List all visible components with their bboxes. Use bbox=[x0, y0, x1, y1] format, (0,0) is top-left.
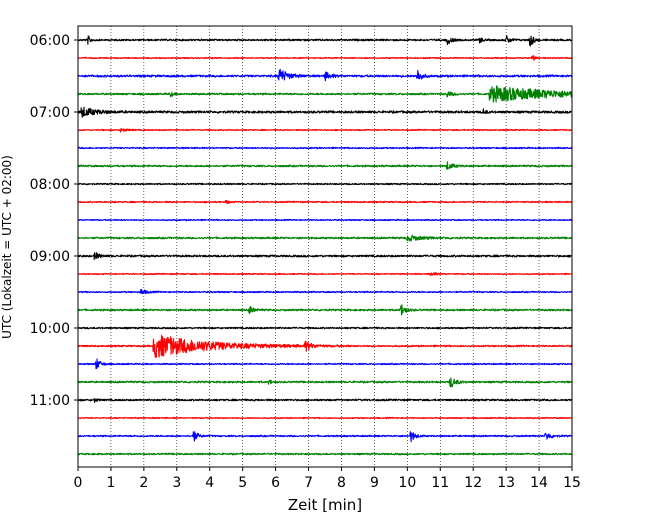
x-tick-label: 13 bbox=[497, 475, 515, 491]
x-tick-label: 7 bbox=[304, 475, 313, 491]
trace-line bbox=[77, 182, 573, 186]
plot-frame bbox=[77, 25, 573, 468]
trace-line bbox=[77, 398, 573, 403]
trace-line bbox=[77, 234, 573, 242]
trace-line bbox=[77, 377, 573, 388]
trace-line bbox=[77, 334, 573, 358]
x-tick-label: 12 bbox=[464, 475, 482, 491]
trace-line bbox=[77, 452, 573, 456]
trace-line bbox=[77, 199, 573, 205]
y-tick-label: 07:00 bbox=[30, 105, 70, 121]
y-tick-label: 09:00 bbox=[30, 249, 70, 265]
x-tick-label: 0 bbox=[74, 475, 83, 491]
x-tick-label: 11 bbox=[431, 475, 449, 491]
trace-line bbox=[77, 127, 573, 133]
trace-line bbox=[77, 54, 573, 61]
trace-line bbox=[77, 68, 573, 82]
y-tick-label: 08:00 bbox=[30, 177, 70, 193]
trace-rows bbox=[77, 35, 573, 456]
x-tick-label: 8 bbox=[337, 475, 346, 491]
trace-line bbox=[77, 416, 573, 420]
trace-line bbox=[77, 326, 573, 330]
y-axis-ticks: 06:00 07:00 08:00 09:00 10:00 11:00 bbox=[30, 33, 78, 409]
x-axis-ticks: 0 1 2 3 4 5 6 7 8 9 10 11 12 13 14 15 bbox=[74, 467, 581, 491]
x-tick-label: 14 bbox=[530, 475, 548, 491]
trace-line bbox=[77, 35, 573, 47]
trace-line bbox=[77, 288, 573, 295]
x-tick-label: 4 bbox=[205, 475, 214, 491]
trace-line bbox=[77, 85, 573, 103]
x-tick-label: 6 bbox=[271, 475, 280, 491]
y-tick-label: 10:00 bbox=[30, 321, 70, 337]
y-axis-label: UTC (Lokalzeit = UTC + 02:00) bbox=[0, 155, 14, 339]
trace-line bbox=[77, 304, 573, 316]
x-tick-label: 5 bbox=[238, 475, 247, 491]
x-tick-label: 15 bbox=[563, 475, 581, 491]
y-tick-label: 06:00 bbox=[30, 33, 70, 49]
x-tick-label: 2 bbox=[139, 475, 148, 491]
x-tick-label: 9 bbox=[370, 475, 379, 491]
x-axis-label: Zeit [min] bbox=[288, 496, 362, 514]
trace-line bbox=[77, 106, 573, 118]
trace-line bbox=[77, 272, 573, 277]
trace-line bbox=[77, 358, 573, 370]
trace-line bbox=[77, 161, 573, 170]
trace-line bbox=[77, 252, 573, 261]
x-tick-label: 3 bbox=[172, 475, 181, 491]
trace-line bbox=[77, 218, 573, 222]
y-tick-label: 11:00 bbox=[30, 393, 70, 409]
trace-line bbox=[77, 146, 573, 150]
x-tick-label: 1 bbox=[106, 475, 115, 491]
x-tick-label: 10 bbox=[398, 475, 416, 491]
trace-line bbox=[77, 431, 573, 443]
